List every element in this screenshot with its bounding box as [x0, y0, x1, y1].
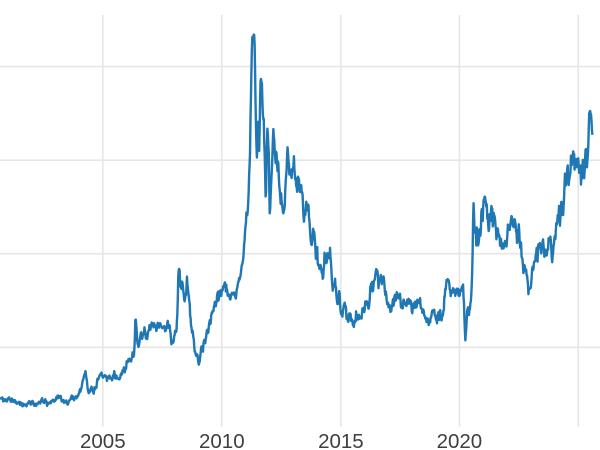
svg-text:2015: 2015 — [318, 430, 364, 450]
svg-text:2020: 2020 — [437, 430, 483, 450]
svg-text:2005: 2005 — [80, 430, 126, 450]
svg-text:2010: 2010 — [199, 430, 245, 450]
